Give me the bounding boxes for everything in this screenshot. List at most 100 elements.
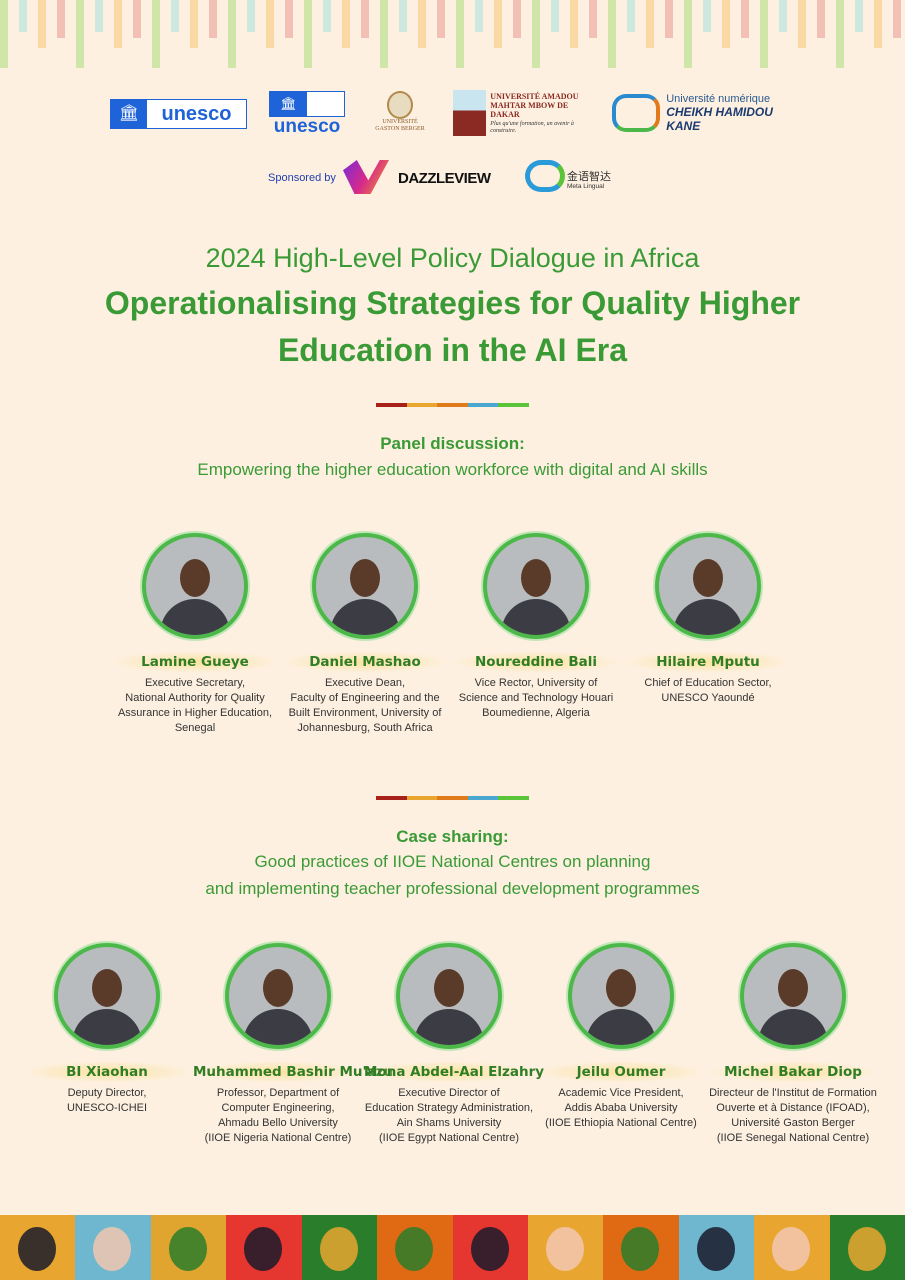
stripe	[551, 0, 559, 32]
stripe	[703, 0, 711, 32]
speaker-affiliation-line: Executive Director of	[398, 1087, 500, 1099]
stripe	[95, 0, 103, 32]
speaker-name: Hilaire Mputu	[623, 651, 793, 673]
stripe	[152, 0, 160, 68]
stripe	[285, 0, 293, 38]
speaker-card: BI Xiaohan Deputy Director, UNESCO-ICHEI	[22, 943, 192, 1116]
uncHK-logo: Université numérique CHEIKH HAMIDOU KANE	[612, 92, 782, 134]
stripe	[190, 0, 198, 48]
divider-segment	[376, 796, 407, 800]
stripe	[342, 0, 350, 48]
footer-tile	[301, 1215, 378, 1280]
footer-icon-strip	[0, 1215, 905, 1280]
speaker-affiliation-line: Addis Ababa University	[564, 1102, 678, 1114]
panel-heading: Panel discussion:	[380, 434, 525, 453]
dazzleview-logo: DAZZLEVIEW	[398, 170, 491, 187]
footer-tile	[527, 1215, 604, 1280]
footer-tile	[0, 1215, 76, 1280]
speaker-affiliation-line: (IIOE Egypt National Centre)	[378, 1132, 519, 1144]
panel-topic: Empowering the higher education workforc…	[197, 460, 708, 479]
divider-segment	[406, 403, 438, 407]
stripe	[665, 0, 673, 38]
speaker-affiliation-line: Built Environment, University of	[288, 707, 442, 719]
stripe	[76, 0, 84, 68]
footer-tile	[678, 1215, 755, 1280]
stripe	[627, 0, 635, 32]
speaker-photo	[483, 533, 589, 639]
pattern-icon	[696, 1227, 735, 1271]
divider-segment	[498, 796, 529, 800]
divider-segment	[437, 403, 468, 407]
speaker-affiliation-line: UNESCO Yaoundé	[661, 692, 755, 704]
speaker-name: Michel Bakar Diop	[708, 1061, 878, 1083]
speaker-name: Noureddine Bali	[451, 651, 621, 673]
speaker-name: Daniel Mashao	[280, 651, 450, 673]
speaker-affiliation-line: Vice Rector, University of	[474, 677, 598, 689]
stripe	[760, 0, 768, 68]
speaker-name: Jeilu Oumer	[536, 1061, 706, 1083]
speaker-photo	[142, 533, 248, 639]
speaker-affiliation-line: Assurance in Higher Education,	[117, 707, 273, 719]
speaker-photo	[740, 943, 846, 1049]
case-topic-line1: Good practices of IIOE National Centres …	[254, 852, 651, 871]
unesco-ichei-logo: 🏛 unesco	[268, 90, 346, 138]
speaker-affiliation-line: Academic Vice President,	[558, 1087, 684, 1099]
speaker-photo	[312, 533, 418, 639]
telescope-icon	[772, 1227, 811, 1271]
speaker-affiliation-line: Johannesburg, South Africa	[297, 722, 433, 734]
stripe	[893, 0, 901, 38]
stripe	[114, 0, 122, 48]
speaker-affiliation-line: Directeur de l'Institut de Formation	[709, 1087, 877, 1099]
speaker-affiliation-line: (IIOE Senegal National Centre)	[716, 1132, 870, 1144]
footer-tile	[75, 1215, 151, 1280]
speaker-card: Michel Bakar Diop Directeur de l'Institut…	[708, 943, 878, 1146]
stripe	[779, 0, 787, 32]
stripe	[171, 0, 179, 32]
speaker-name: Muhammed Bashir Mu'azu	[193, 1061, 393, 1083]
stripe	[513, 0, 521, 38]
footer-tile	[226, 1215, 302, 1280]
speaker-affiliation-line: Faculty of Engineering and the	[290, 692, 440, 704]
footer-tile	[754, 1215, 830, 1280]
speaker-card: Mona Abdel-Aal Elzahry Executive Director…	[364, 943, 544, 1146]
divider-segment	[406, 796, 438, 800]
divider-segment	[467, 796, 499, 800]
stripe	[247, 0, 255, 32]
stripe	[380, 0, 388, 68]
speaker-card: Noureddine Bali Vice Rector, University o…	[451, 533, 621, 721]
list-icon	[93, 1227, 132, 1271]
speaker-card: Muhammed Bashir Mu'azu Professor, Departm…	[193, 943, 393, 1146]
stripe	[228, 0, 236, 68]
unesco-logo: 🏛 unesco	[110, 99, 247, 129]
divider-segment	[467, 403, 499, 407]
stripe	[19, 0, 27, 32]
ugb-logo: UNIVERSITÉ GASTON BERGER	[370, 86, 430, 138]
speaker-affiliation-line: Université Gaston Berger	[731, 1117, 855, 1129]
speaker-affiliation-line: Senegal	[174, 722, 216, 734]
stripe	[836, 0, 844, 68]
footer-tile	[150, 1215, 227, 1280]
footer-tile	[829, 1215, 905, 1280]
speaker-affiliation-line: Education Strategy Administration,	[364, 1102, 534, 1114]
stripe	[741, 0, 749, 38]
divider-segment	[376, 403, 407, 407]
stripe	[570, 0, 578, 48]
speaker-affiliation-line: Ouverte et à Distance (IFOAD),	[716, 1102, 870, 1114]
speaker-card: Daniel Mashao Executive Dean, Faculty of E…	[280, 533, 450, 736]
stripe	[817, 0, 825, 38]
people-chat-icon	[470, 1227, 509, 1271]
uam-logo: UNIVERSITÉ AMADOU MAHTAR MBOW DE DAKAR P…	[453, 89, 593, 137]
speaker-affiliation-line: Ahmadu Bello University	[218, 1117, 338, 1129]
speaker-affiliation-line: Executive Secretary,	[144, 677, 246, 689]
divider-segment	[437, 796, 468, 800]
stripe	[209, 0, 217, 38]
speaker-affiliation-line: Science and Technology Houari	[458, 692, 614, 704]
stripe	[418, 0, 426, 48]
speaker-card: Lamine Gueye Executive Secretary, National…	[110, 533, 280, 736]
stripe	[646, 0, 654, 48]
book-icon	[621, 1227, 660, 1271]
sponsored-by-label: Sponsored by	[268, 172, 336, 184]
stripe	[38, 0, 46, 48]
handshake-icon	[168, 1227, 207, 1271]
lightbulb-icon	[847, 1227, 886, 1271]
